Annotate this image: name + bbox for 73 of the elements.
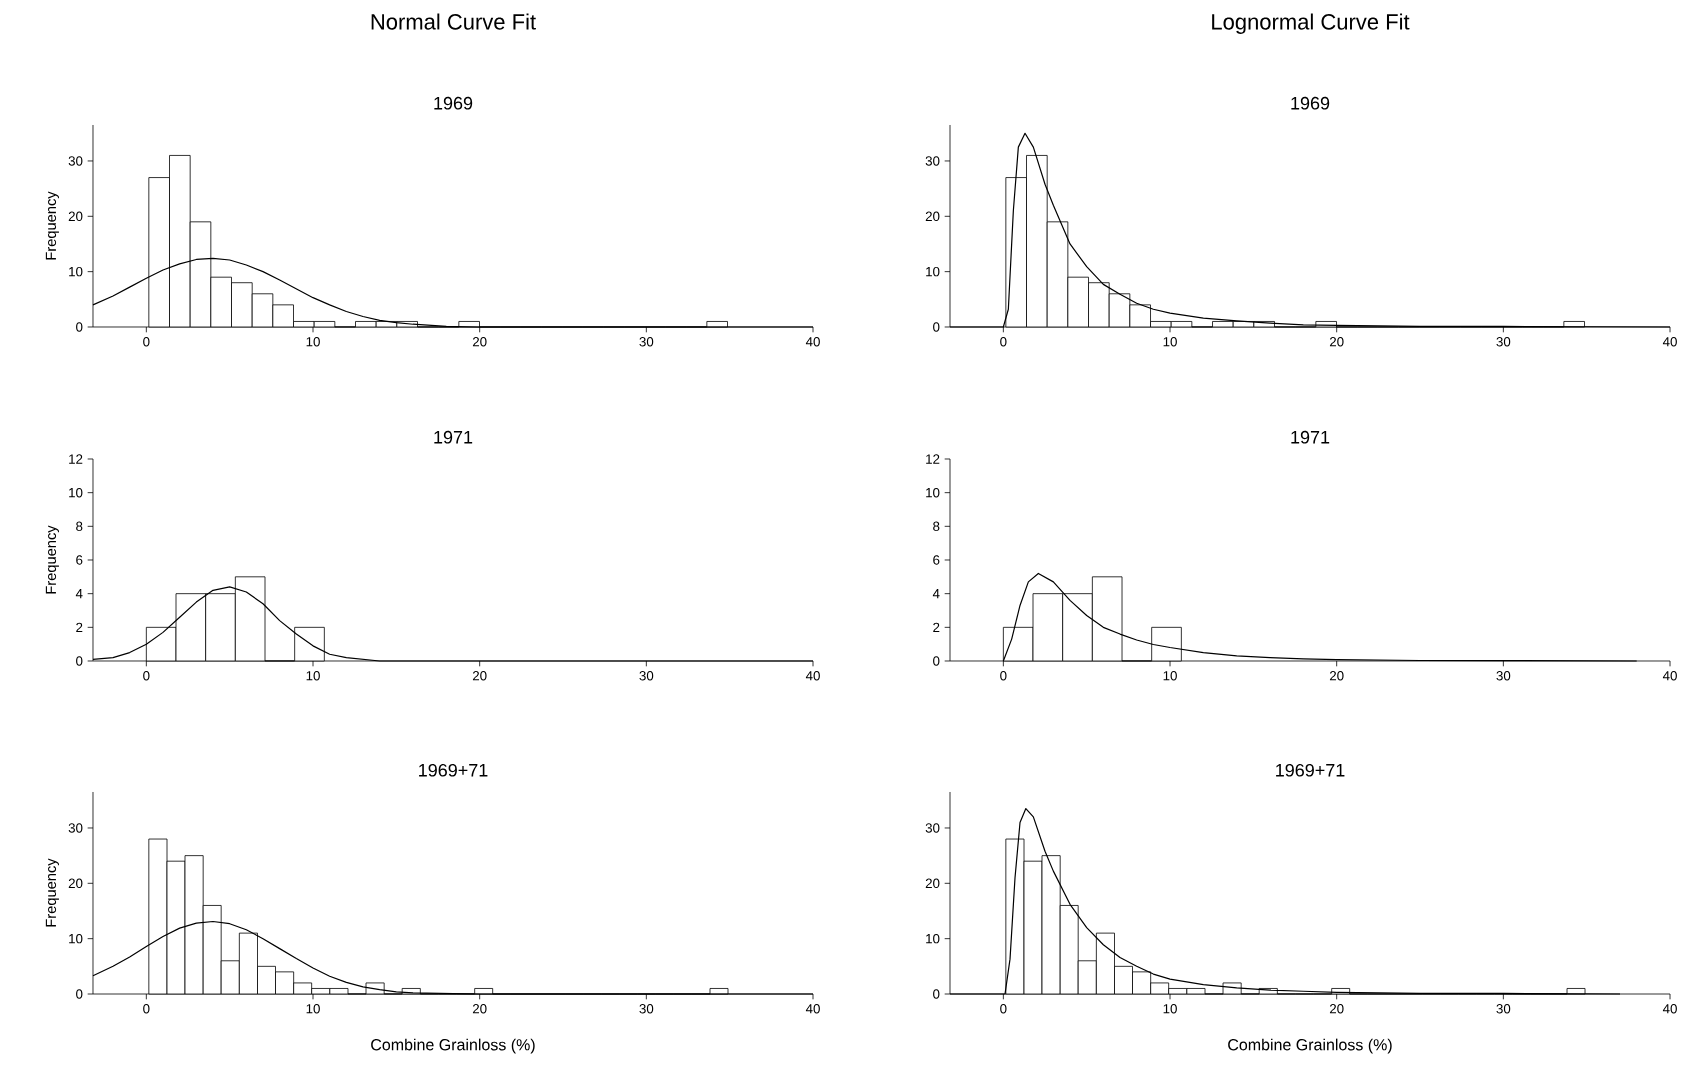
y-tick-label: 8 (76, 521, 83, 532)
y-tick-label: 8 (933, 521, 940, 532)
x-axis-title: Combine Grainloss (%) (1228, 1038, 1392, 1054)
chart-subtitle: 1969+71 (1276, 763, 1345, 777)
x-tick-label: 10 (306, 337, 320, 347)
y-tick-label: 30 (68, 823, 83, 833)
y-tick-label: 10 (69, 933, 83, 944)
y-tick-label: 30 (68, 156, 83, 166)
chart-subtitle: 1969 (1291, 96, 1330, 110)
x-tick-label: 40 (805, 1004, 820, 1014)
y-tick-label: 0 (76, 989, 83, 999)
y-tick-label: 10 (926, 487, 940, 498)
y-tick-label: 30 (925, 156, 940, 166)
chart-title: Normal Curve Fit (371, 13, 536, 30)
x-tick-label: 20 (472, 671, 487, 681)
y-tick-label: 20 (925, 878, 940, 889)
x-tick-label: 30 (639, 1004, 654, 1014)
x-tick-label: 10 (1163, 337, 1177, 347)
x-tick-label: 20 (1329, 1004, 1344, 1014)
y-tick-label: 30 (925, 823, 940, 833)
y-axis-title: Frequency (45, 191, 59, 260)
y-tick-label: 12 (926, 454, 940, 464)
x-tick-label: 10 (306, 671, 320, 681)
x-axis-title: Combine Grainloss (%) (371, 1038, 535, 1054)
y-tick-label: 20 (68, 211, 83, 222)
x-tick-label: 20 (1329, 337, 1344, 347)
y-tick-label: 2 (933, 622, 940, 632)
x-tick-label: 0 (1000, 1004, 1007, 1014)
y-tick-label: 10 (926, 266, 940, 277)
x-tick-label: 0 (143, 671, 150, 681)
x-tick-label: 30 (639, 337, 654, 347)
y-tick-label: 6 (76, 555, 83, 565)
y-tick-label: 4 (932, 589, 940, 599)
y-tick-label: 20 (68, 878, 83, 889)
chart-subtitle: 1971 (1291, 430, 1330, 444)
x-tick-label: 0 (1000, 337, 1007, 347)
x-tick-label: 40 (805, 337, 820, 347)
y-tick-label: 10 (69, 487, 83, 498)
y-tick-label: 0 (933, 989, 940, 999)
y-axis-title: Frequency (45, 525, 59, 594)
x-tick-label: 30 (1496, 671, 1511, 681)
x-tick-label: 0 (1000, 671, 1007, 681)
chart-subtitle: 1969 (434, 96, 473, 110)
y-tick-label: 0 (76, 322, 83, 332)
chart-subtitle: 1969+71 (419, 763, 488, 777)
x-tick-label: 0 (143, 1004, 150, 1014)
chart-subtitle: 1971 (434, 430, 473, 444)
chart-title: Lognormal Curve Fit (1212, 13, 1410, 34)
y-tick-label: 6 (933, 555, 940, 565)
y-tick-label: 0 (933, 656, 940, 666)
y-tick-label: 4 (75, 589, 83, 599)
x-tick-label: 30 (639, 671, 654, 681)
y-tick-label: 10 (69, 266, 83, 277)
y-tick-label: 12 (69, 454, 83, 464)
y-tick-label: 0 (933, 322, 940, 332)
x-tick-label: 40 (1662, 1004, 1677, 1014)
x-tick-label: 30 (1496, 337, 1511, 347)
x-tick-label: 40 (1662, 337, 1677, 347)
y-tick-label: 0 (76, 656, 83, 666)
x-tick-label: 30 (1496, 1004, 1511, 1014)
y-tick-label: 20 (925, 211, 940, 222)
y-tick-label: 2 (76, 622, 83, 632)
x-tick-label: 10 (1163, 1004, 1177, 1014)
x-tick-label: 20 (472, 1004, 487, 1014)
x-tick-label: 40 (805, 671, 820, 681)
x-tick-label: 20 (1329, 671, 1344, 681)
x-tick-label: 40 (1662, 671, 1677, 681)
x-tick-label: 0 (143, 337, 150, 347)
x-tick-label: 10 (1163, 671, 1177, 681)
x-tick-label: 20 (472, 337, 487, 347)
x-tick-label: 10 (306, 1004, 320, 1014)
y-tick-label: 10 (926, 933, 940, 944)
y-axis-title: Frequency (45, 858, 59, 927)
